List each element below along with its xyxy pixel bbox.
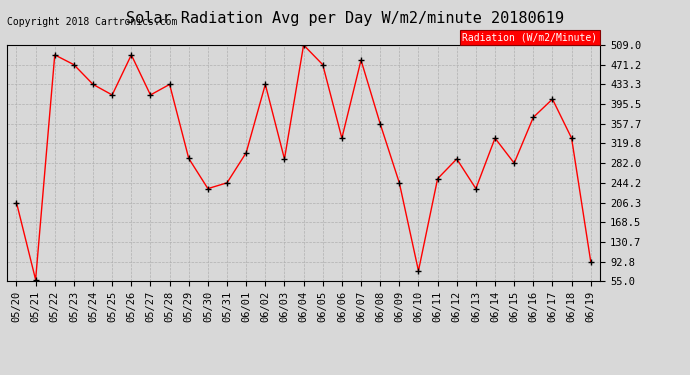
Text: Copyright 2018 Cartronics.com: Copyright 2018 Cartronics.com [7, 17, 177, 27]
Text: Solar Radiation Avg per Day W/m2/minute 20180619: Solar Radiation Avg per Day W/m2/minute … [126, 11, 564, 26]
Text: Radiation (W/m2/Minute): Radiation (W/m2/Minute) [462, 33, 598, 43]
